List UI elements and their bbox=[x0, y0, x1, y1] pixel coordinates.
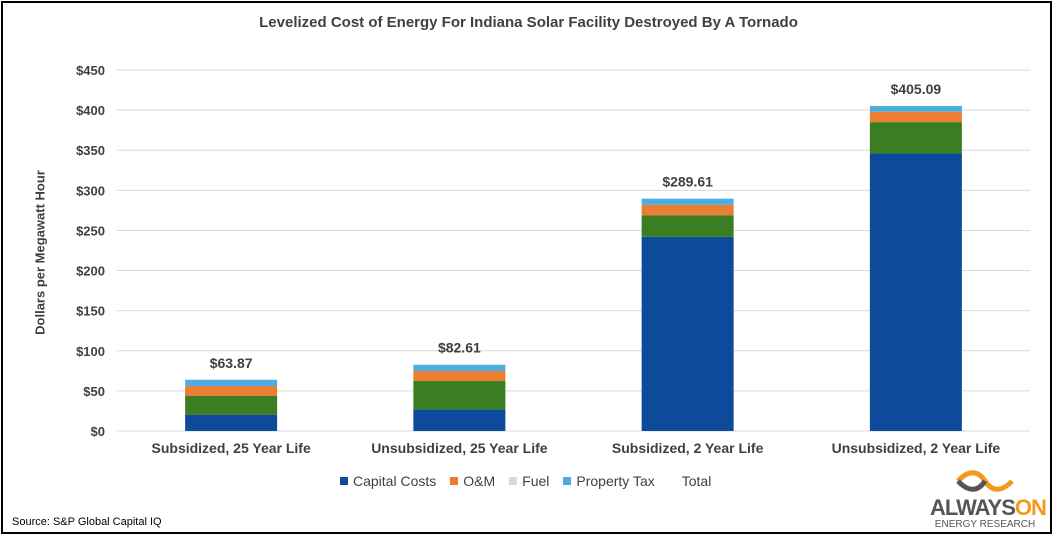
bar-segment-capital-costs bbox=[185, 414, 278, 431]
bar-segment-property-tax bbox=[413, 364, 506, 371]
x-tick-label: Subsidized, 25 Year Life bbox=[152, 440, 311, 456]
alwayson-logo: ALWAYSON ENERGY RESEARCH bbox=[930, 470, 1047, 530]
bar-segment-om bbox=[869, 111, 962, 123]
y-tick-label: $300 bbox=[76, 183, 105, 198]
legend-item: Fuel bbox=[509, 473, 549, 489]
legend-item: Capital Costs bbox=[340, 473, 436, 489]
legend-swatch bbox=[340, 477, 348, 485]
legend-item: Total bbox=[668, 473, 712, 489]
bar-segment-om bbox=[185, 386, 278, 396]
x-tick-label: Subsidized, 2 Year Life bbox=[612, 440, 764, 456]
bar-segment-capital-costs bbox=[413, 409, 506, 431]
legend-item: Property Tax bbox=[563, 473, 655, 489]
y-tick-label: $450 bbox=[76, 63, 105, 78]
logo-subtitle: ENERGY RESEARCH bbox=[934, 519, 1036, 530]
legend-label: Property Tax bbox=[576, 473, 655, 489]
bar-segment-capital-costs bbox=[641, 236, 734, 431]
y-tick-label: $100 bbox=[76, 344, 105, 359]
logo-word1: ALWAYS bbox=[930, 495, 1016, 520]
total-data-label: $82.61 bbox=[438, 340, 481, 356]
chart-title: Levelized Cost of Energy For Indiana Sol… bbox=[259, 14, 798, 31]
total-data-label: $289.61 bbox=[662, 174, 713, 190]
bar-segment-om bbox=[413, 370, 506, 382]
legend-label: O&M bbox=[463, 473, 496, 489]
bar-segment-capital-costs bbox=[869, 153, 962, 432]
bar-segment-other-costs bbox=[641, 215, 734, 237]
y-tick-label: $250 bbox=[76, 223, 105, 238]
total-data-label: $405.09 bbox=[891, 81, 942, 97]
legend-label: Capital Costs bbox=[353, 473, 437, 489]
y-tick-label: $350 bbox=[76, 143, 105, 158]
bar-segment-other-costs bbox=[869, 122, 962, 154]
x-tick-label: Unsubsidized, 2 Year Life bbox=[832, 440, 1001, 456]
infinity-arrow-icon bbox=[956, 470, 1014, 492]
legend-swatch bbox=[509, 477, 518, 485]
y-tick-label: $400 bbox=[76, 103, 105, 118]
legend: Capital Costs O&M Fuel Property Tax Total bbox=[340, 473, 711, 489]
bar-segment-om bbox=[641, 204, 734, 216]
legend-item: O&M bbox=[450, 473, 495, 489]
source-note: Source: S&P Global Capital IQ bbox=[12, 516, 162, 528]
bar-segment-other-costs bbox=[185, 395, 278, 415]
y-tick-label: $150 bbox=[76, 304, 105, 319]
total-data-label: $63.87 bbox=[210, 355, 253, 371]
bar-segment-property-tax bbox=[185, 379, 278, 387]
logo-word2: ON bbox=[1014, 495, 1047, 520]
legend-swatch bbox=[450, 477, 459, 485]
y-tick-label: $0 bbox=[91, 424, 105, 439]
y-tick-label: $50 bbox=[83, 384, 105, 399]
legend-swatch bbox=[563, 477, 572, 485]
y-tick-label: $200 bbox=[76, 264, 105, 279]
bar-segment-property-tax bbox=[869, 106, 962, 112]
x-tick-label: Unsubsidized, 25 Year Life bbox=[371, 440, 548, 456]
bar-segment-property-tax bbox=[641, 198, 734, 205]
legend-swatch bbox=[668, 477, 677, 485]
legend-label: Total bbox=[681, 473, 712, 489]
legend-label: Fuel bbox=[522, 473, 550, 489]
bar-segment-other-costs bbox=[413, 381, 506, 410]
